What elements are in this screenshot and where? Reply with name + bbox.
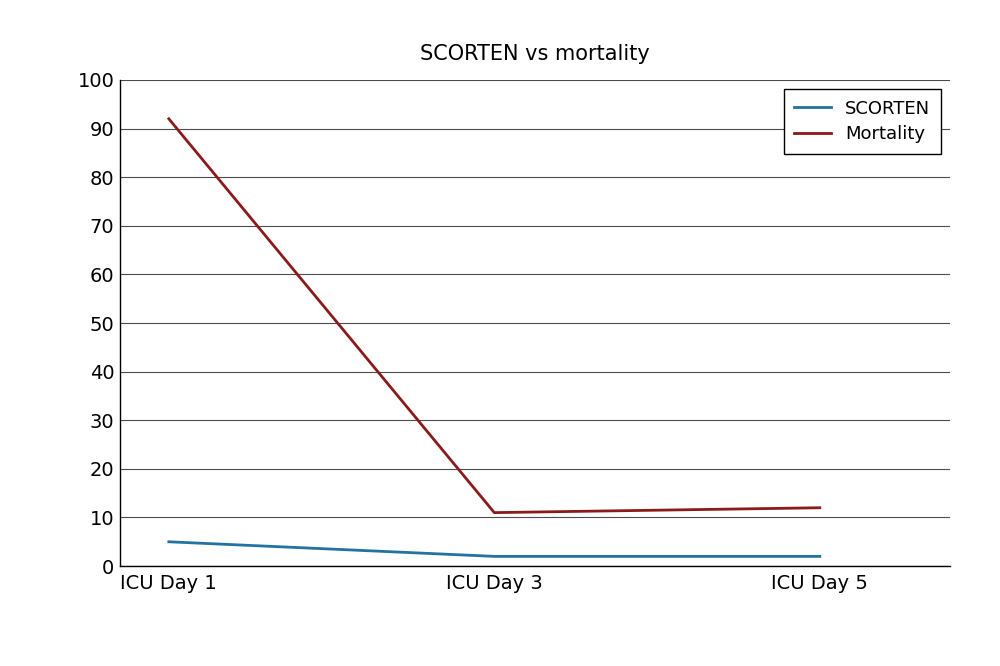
Mortality — [488, 509, 500, 517]
Mortality — [163, 115, 175, 123]
SCORTEN — [488, 552, 500, 560]
SCORTEN — [163, 537, 175, 545]
SCORTEN — [814, 552, 826, 560]
Title: SCORTEN vs mortality: SCORTEN vs mortality — [420, 45, 650, 65]
Mortality — [814, 503, 826, 511]
Line: Mortality: Mortality — [169, 119, 820, 513]
Line: SCORTEN: SCORTEN — [169, 541, 820, 556]
Legend: SCORTEN, Mortality: SCORTEN, Mortality — [784, 89, 941, 154]
